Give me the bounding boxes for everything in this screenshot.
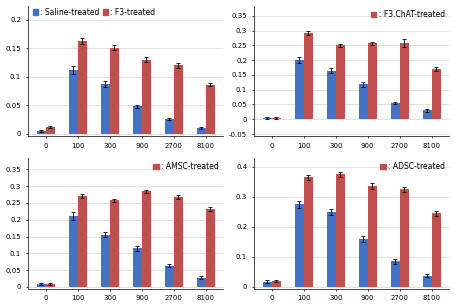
Legend: : AMSC-treated: : AMSC-treated (153, 161, 220, 172)
Bar (101, 235, 110, 287)
Bar (295, 60, 304, 119)
Bar (304, 177, 313, 287)
Bar (327, 71, 336, 119)
Bar (110, 48, 119, 134)
Bar (336, 174, 345, 287)
Bar (368, 43, 377, 119)
Bar (174, 197, 182, 287)
Bar (295, 204, 304, 287)
Legend: : ADSC-treated: : ADSC-treated (379, 161, 445, 172)
Bar (142, 191, 151, 287)
Bar (133, 106, 142, 134)
Bar (423, 111, 432, 119)
Bar (69, 70, 78, 134)
Bar (263, 282, 272, 287)
Bar (423, 276, 432, 287)
Bar (78, 41, 87, 134)
Bar (133, 248, 142, 287)
Bar (359, 84, 368, 119)
Bar (391, 103, 399, 119)
Bar (174, 65, 182, 134)
Bar (197, 128, 206, 134)
Bar (142, 60, 151, 134)
Bar (110, 200, 119, 287)
Bar (432, 69, 440, 119)
Bar (432, 213, 440, 287)
Bar (46, 284, 55, 287)
Bar (206, 209, 215, 287)
Bar (272, 118, 281, 119)
Bar (206, 85, 215, 134)
Bar (399, 43, 409, 119)
Bar (272, 281, 281, 287)
Bar (69, 216, 78, 287)
Bar (391, 262, 399, 287)
Bar (197, 278, 206, 287)
Bar (327, 212, 336, 287)
Bar (78, 196, 87, 287)
Bar (263, 118, 272, 119)
Bar (46, 127, 55, 134)
Legend: : Saline-treated, : F3-treated: : Saline-treated, : F3-treated (32, 7, 157, 17)
Bar (359, 239, 368, 287)
Bar (101, 84, 110, 134)
Legend: : F3.ChAT-treated: : F3.ChAT-treated (370, 10, 445, 20)
Bar (399, 189, 409, 287)
Bar (37, 285, 46, 287)
Bar (368, 186, 377, 287)
Bar (165, 266, 174, 287)
Bar (304, 33, 313, 119)
Bar (165, 119, 174, 134)
Bar (336, 45, 345, 119)
Bar (37, 131, 46, 134)
